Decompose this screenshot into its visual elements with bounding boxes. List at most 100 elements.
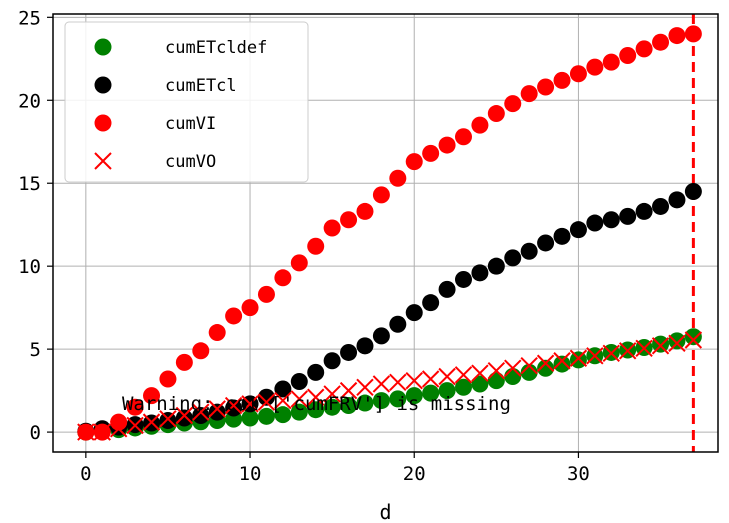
data-point: [257, 388, 275, 406]
data-point: [520, 85, 538, 103]
data-point: [504, 359, 522, 377]
data-point: [225, 399, 243, 417]
data-point: [323, 398, 341, 416]
data-point: [536, 354, 555, 372]
data-point: [389, 373, 407, 392]
data-point: [487, 361, 506, 380]
data-point: [405, 304, 423, 322]
data-point: [602, 211, 620, 229]
data-point: [520, 357, 538, 375]
data-point: [356, 394, 374, 412]
data-point: [438, 382, 456, 400]
data-point: [553, 71, 571, 89]
legend-box: [64, 21, 309, 183]
data-point: [389, 315, 407, 333]
data-point: [339, 381, 358, 400]
data-point: [619, 46, 637, 64]
data-point: [274, 380, 292, 398]
data-point: [569, 221, 587, 239]
data-point: [422, 294, 440, 312]
data-point: [340, 211, 358, 229]
data-point: [340, 343, 358, 361]
data-point: [372, 392, 390, 410]
y-tick-label: 20: [18, 90, 41, 112]
data-point: [471, 364, 489, 382]
data-point: [109, 420, 128, 438]
data-point: [323, 219, 341, 237]
data-point: [241, 395, 259, 413]
data-point: [372, 375, 391, 393]
data-point: [471, 264, 489, 282]
data-point: [175, 406, 194, 425]
data-point: [175, 409, 193, 427]
data-point: [553, 227, 571, 245]
data-point: [421, 370, 440, 388]
data-point: [520, 363, 538, 381]
y-axis-ticks: 0 5 10 15 20 25: [18, 7, 53, 444]
data-point: [487, 257, 505, 275]
data-point: [405, 371, 423, 390]
data-point: [192, 342, 210, 360]
data-point: [684, 331, 703, 349]
data-point: [684, 328, 702, 346]
data-point: [438, 367, 456, 386]
data-point: [208, 403, 226, 421]
data-point: [668, 27, 686, 45]
data-point: [454, 270, 472, 288]
annotation-text: Warning: col ['cumFRV'] is missing: [122, 393, 511, 415]
data-point: [668, 191, 686, 209]
legend: cumETcldef cumETcl cumVI cumVO: [64, 21, 309, 183]
data-point: [454, 378, 472, 396]
data-point: [142, 413, 161, 431]
data-point: [553, 352, 571, 370]
data-point: [586, 58, 604, 76]
data-point: [274, 269, 292, 287]
plot-frame: [52, 13, 719, 453]
data-point: [684, 183, 702, 201]
data-point: [307, 388, 325, 406]
data-point: [602, 344, 620, 362]
data-point: [635, 40, 653, 58]
data-point: [537, 78, 555, 96]
data-point: [307, 237, 325, 255]
data-point: [356, 202, 374, 220]
data-point: [537, 234, 555, 252]
data-point: [77, 423, 95, 441]
legend-marker: [94, 152, 112, 170]
data-point: [356, 378, 374, 397]
data-point: [422, 144, 440, 162]
data-point: [208, 400, 226, 418]
data-point: [635, 202, 653, 220]
data-point: [224, 396, 243, 415]
data-point: [487, 105, 505, 123]
data-point: [487, 372, 505, 390]
data-point: [257, 393, 276, 411]
data-point: [405, 153, 423, 171]
data-point: [602, 53, 620, 71]
data-point: [257, 407, 275, 425]
data-point: [290, 254, 308, 272]
data-point: [389, 390, 407, 408]
data-point: [257, 285, 275, 303]
data-point: [618, 342, 637, 360]
y-tick-label: 15: [18, 173, 41, 195]
legend-label: cumETcldef: [165, 38, 267, 58]
legend-label: cumETcl: [165, 76, 237, 96]
data-point: [241, 409, 259, 427]
data-point: [290, 372, 308, 390]
x-tick-label: 30: [567, 463, 590, 485]
x-tick-label: 0: [80, 463, 91, 485]
data-point: [504, 368, 522, 386]
data-point: [340, 397, 358, 415]
data-point: [471, 375, 489, 393]
legend-marker: [94, 38, 112, 56]
data-point: [619, 207, 637, 225]
data-point: [175, 353, 193, 371]
data-point: [553, 355, 571, 373]
data-point: [110, 413, 128, 431]
data-point: [356, 337, 374, 355]
data-point: [438, 280, 456, 298]
y-tick-label: 0: [30, 422, 41, 444]
legend-label: cumVI: [165, 114, 216, 134]
legend-label: cumVO: [165, 152, 216, 172]
